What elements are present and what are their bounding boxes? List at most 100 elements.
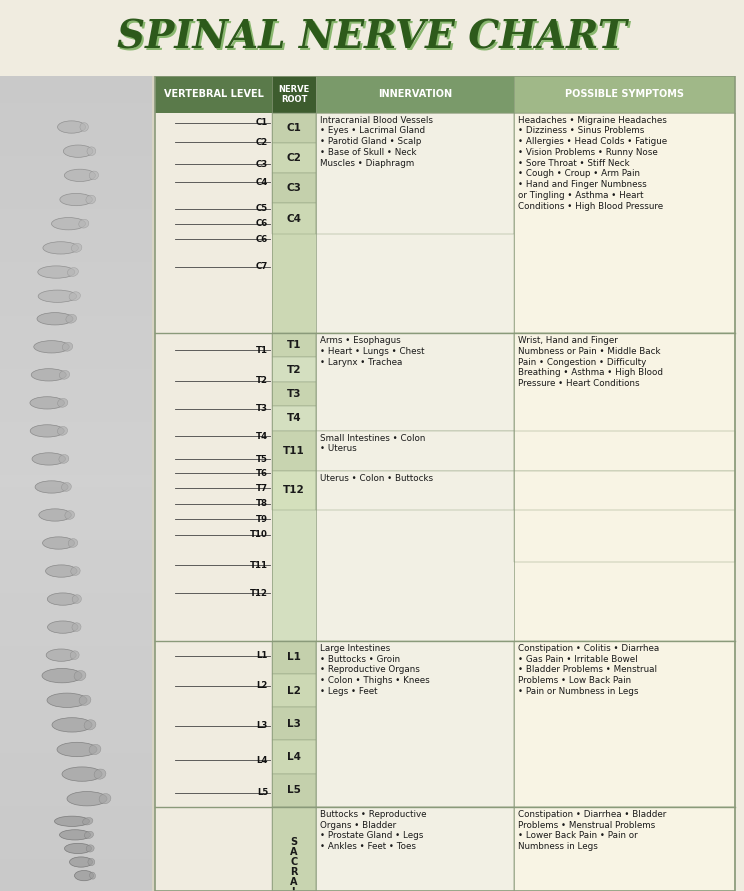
Ellipse shape [65,511,74,519]
Ellipse shape [72,594,81,603]
Text: T3: T3 [286,389,301,399]
Text: T8: T8 [256,499,268,509]
FancyBboxPatch shape [316,470,514,510]
Ellipse shape [66,315,77,323]
Text: Constipation • Colitis • Diarrhea
• Gas Pain • Irritable Bowel
• Bladder Problem: Constipation • Colitis • Diarrhea • Gas … [518,644,659,696]
FancyBboxPatch shape [272,333,316,357]
Ellipse shape [42,537,74,549]
Text: POSSIBLE SYMPTOMS: POSSIBLE SYMPTOMS [565,89,684,99]
Text: L5: L5 [287,785,301,796]
FancyBboxPatch shape [514,641,735,807]
Ellipse shape [52,717,92,732]
Text: SPINAL NERVE CHART: SPINAL NERVE CHART [118,19,626,56]
FancyBboxPatch shape [514,333,735,562]
Ellipse shape [51,217,86,230]
FancyBboxPatch shape [514,333,735,641]
Ellipse shape [62,483,71,491]
FancyBboxPatch shape [272,76,316,112]
Text: Wrist, Hand and Finger
Numbness or Pain • Middle Back
Pain • Congestion • Diffic: Wrist, Hand and Finger Numbness or Pain … [518,336,663,388]
Ellipse shape [38,290,77,302]
Text: C5: C5 [256,204,268,213]
FancyBboxPatch shape [316,333,514,641]
Text: C3: C3 [256,160,268,169]
Ellipse shape [69,291,80,300]
Text: C3: C3 [286,184,301,193]
Ellipse shape [88,858,94,866]
Ellipse shape [84,720,96,730]
Text: NERVE
ROOT: NERVE ROOT [278,85,310,103]
FancyBboxPatch shape [272,203,316,233]
Ellipse shape [60,193,92,206]
FancyBboxPatch shape [316,333,514,430]
Text: T4: T4 [256,432,268,441]
Ellipse shape [69,857,92,867]
Text: C1: C1 [256,119,268,127]
FancyBboxPatch shape [272,641,316,674]
Ellipse shape [47,693,87,707]
FancyBboxPatch shape [514,807,735,891]
Ellipse shape [79,219,89,228]
Text: T10: T10 [250,530,268,539]
Ellipse shape [89,171,98,180]
Text: T11: T11 [250,561,268,570]
Ellipse shape [62,342,73,351]
Ellipse shape [65,169,95,182]
Text: S
A
C
R
A
L: S A C R A L [290,838,298,891]
Text: T1: T1 [256,346,268,355]
Ellipse shape [46,649,76,661]
Ellipse shape [48,621,78,634]
Ellipse shape [43,241,78,254]
Ellipse shape [57,398,68,407]
Text: L3: L3 [287,719,301,729]
Text: L2: L2 [287,685,301,696]
Ellipse shape [35,481,68,493]
Text: T1: T1 [286,340,301,350]
Text: Small Intestines • Colon
• Uterus: Small Intestines • Colon • Uterus [320,434,426,454]
Ellipse shape [60,830,91,840]
Text: T2: T2 [256,376,268,385]
FancyBboxPatch shape [514,430,735,470]
Ellipse shape [72,623,81,632]
FancyBboxPatch shape [272,641,514,807]
Ellipse shape [70,650,79,659]
FancyBboxPatch shape [316,807,514,891]
Ellipse shape [99,794,111,804]
Ellipse shape [89,872,95,879]
Ellipse shape [37,313,73,325]
Ellipse shape [62,767,102,781]
FancyBboxPatch shape [514,641,735,807]
FancyBboxPatch shape [272,173,316,203]
Ellipse shape [94,769,106,780]
Ellipse shape [71,243,82,252]
FancyBboxPatch shape [272,773,316,807]
FancyBboxPatch shape [272,707,316,740]
Ellipse shape [67,791,107,805]
Text: Intracranial Blood Vessels
• Eyes • Lacrimal Gland
• Parotid Gland • Scalp
• Bas: Intracranial Blood Vessels • Eyes • Lacr… [320,116,433,168]
FancyBboxPatch shape [272,333,514,641]
Ellipse shape [38,266,74,278]
Ellipse shape [45,565,77,577]
Text: Large Intestines
• Buttocks • Groin
• Reproductive Organs
• Colon • Thighs • Kne: Large Intestines • Buttocks • Groin • Re… [320,644,430,696]
Ellipse shape [63,145,93,158]
Text: T12: T12 [250,589,268,598]
Ellipse shape [42,668,82,683]
FancyBboxPatch shape [272,807,316,891]
Text: T3: T3 [256,404,268,413]
Ellipse shape [80,123,89,131]
FancyBboxPatch shape [514,807,735,891]
Text: T6: T6 [256,469,268,478]
Ellipse shape [89,744,101,755]
Text: T11: T11 [283,446,305,455]
Ellipse shape [71,567,80,576]
Text: T12: T12 [283,485,305,495]
FancyBboxPatch shape [272,430,316,470]
Ellipse shape [86,195,95,204]
Text: T7: T7 [256,484,268,493]
Ellipse shape [57,121,86,133]
Text: L1: L1 [257,651,268,660]
Ellipse shape [48,593,78,605]
FancyBboxPatch shape [514,112,735,333]
Text: L3: L3 [257,721,268,730]
Text: SPINAL NERVE CHART: SPINAL NERVE CHART [119,20,629,59]
Text: T5: T5 [256,454,268,464]
